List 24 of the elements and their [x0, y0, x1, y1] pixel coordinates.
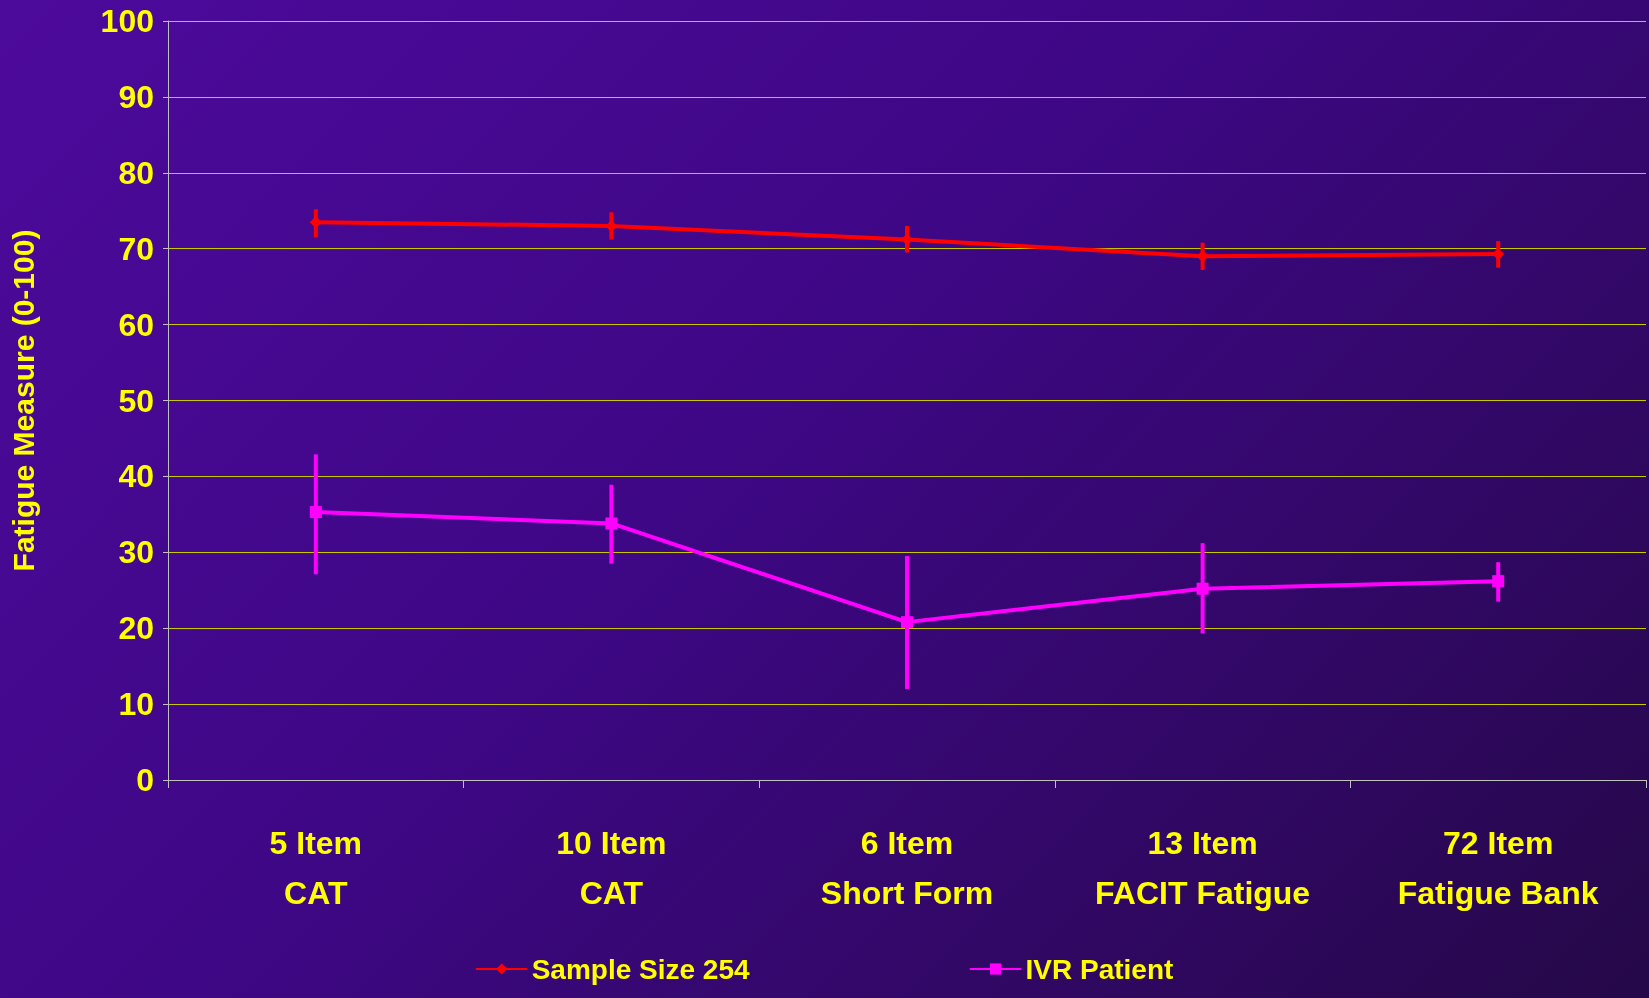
x-tick-label: 72 Item Fatigue Bank [1397, 825, 1599, 911]
point [901, 616, 913, 629]
legend-label: IVR Patient [1025, 953, 1174, 985]
point [309, 506, 322, 519]
y-tick-label: 20 [118, 610, 154, 647]
y-tick-label: 80 [118, 154, 154, 191]
y-tick-label: 40 [118, 458, 154, 495]
point [1492, 575, 1505, 588]
y-tick-label: 70 [118, 230, 154, 267]
y-tick-label: 30 [118, 534, 154, 571]
y-axis-title: Fatigue Measure (0-100) [6, 229, 40, 572]
y-tick-label: 50 [118, 382, 154, 419]
point [605, 517, 618, 530]
y-tick-label: 90 [118, 78, 154, 115]
y-tick-label: 100 [100, 3, 154, 39]
x-tick-label: 5 Item CAT [269, 825, 363, 911]
point [1196, 582, 1209, 595]
x-tick-label: 6 Item Short Form [820, 825, 994, 911]
x-tick-label: 13 Item FACIT Fatigue [1095, 825, 1311, 911]
y-tick-label: 0 [136, 762, 154, 798]
x-tick-label: 10 Item CAT [556, 825, 667, 911]
legend-label: Sample Size 254 [531, 953, 750, 985]
y-tick-label: 10 [118, 686, 154, 723]
y-tick-label: 60 [118, 306, 154, 343]
